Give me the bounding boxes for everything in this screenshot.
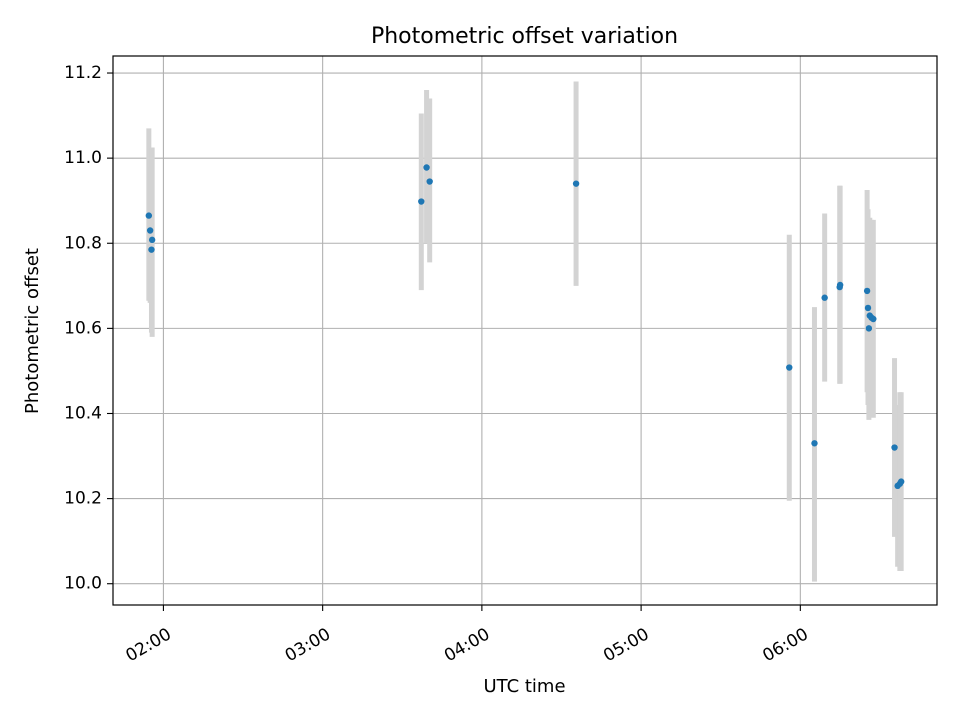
data-point xyxy=(863,287,871,295)
plot-area xyxy=(113,56,937,605)
grid-lines xyxy=(113,56,937,605)
data-point xyxy=(821,294,828,301)
plot-frame xyxy=(112,55,938,606)
data-point xyxy=(426,178,433,185)
data-point xyxy=(897,478,905,485)
chart-title: Photometric offset variation xyxy=(371,24,678,49)
data-point xyxy=(811,440,818,447)
data-point xyxy=(423,164,430,171)
data-point xyxy=(836,281,844,289)
data-point xyxy=(786,364,793,371)
data-point xyxy=(891,444,898,451)
data-point xyxy=(145,212,153,219)
y-tick-label: 10.6 xyxy=(64,318,102,338)
data-point xyxy=(865,325,873,332)
data-point xyxy=(418,198,425,205)
data-point xyxy=(870,315,877,323)
data-point xyxy=(572,180,580,187)
y-axis-ticks: 10.0 10.2 10.4 10.6 10.8 11.0 11.2 xyxy=(64,63,113,594)
y-axis-label: Photometric offset xyxy=(22,248,43,414)
data-point xyxy=(148,236,156,244)
y-tick-label: 11.0 xyxy=(64,148,102,168)
y-tick-label: 11.2 xyxy=(64,63,102,83)
x-axis-label: UTC time xyxy=(483,676,565,697)
data-point xyxy=(148,246,155,253)
data-point xyxy=(864,304,872,312)
data-points xyxy=(145,164,905,490)
y-tick-label: 10.4 xyxy=(64,403,102,423)
y-tick-label: 10.0 xyxy=(64,574,102,594)
data-point xyxy=(146,227,154,234)
y-tick-label: 10.2 xyxy=(64,489,102,509)
y-tick-label: 10.8 xyxy=(64,233,102,253)
